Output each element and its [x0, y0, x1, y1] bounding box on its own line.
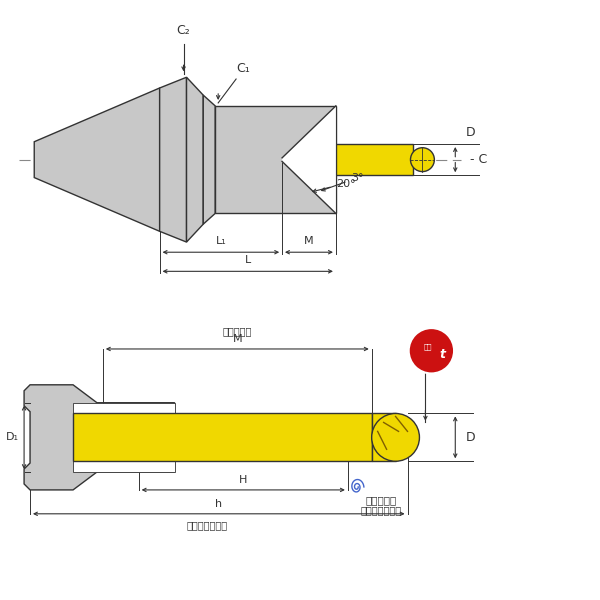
Text: C₁: C₁ [236, 62, 250, 75]
Polygon shape [24, 385, 407, 490]
Polygon shape [336, 144, 413, 175]
Polygon shape [73, 403, 175, 472]
Text: L: L [245, 256, 251, 265]
Circle shape [410, 148, 434, 172]
Text: C₂: C₂ [176, 23, 190, 37]
Polygon shape [187, 77, 203, 242]
Polygon shape [371, 413, 395, 461]
Text: D: D [466, 127, 475, 139]
Text: 加工有効長: 加工有効長 [223, 326, 252, 336]
Circle shape [409, 328, 454, 373]
Text: （最低把持長）: （最低把持長） [360, 505, 401, 515]
Text: - C: - C [470, 153, 487, 166]
Text: つかみ長さ: つかみ長さ [365, 494, 396, 505]
Polygon shape [215, 106, 336, 214]
Text: H: H [239, 475, 247, 485]
Polygon shape [34, 88, 160, 232]
Polygon shape [73, 413, 371, 461]
Polygon shape [203, 95, 215, 224]
Polygon shape [282, 106, 336, 214]
Text: 20°: 20° [336, 179, 355, 188]
Text: L₁: L₁ [215, 236, 226, 246]
Text: h: h [215, 499, 223, 509]
Text: 3°: 3° [351, 173, 363, 184]
Text: M: M [304, 236, 314, 246]
Polygon shape [160, 77, 187, 242]
Circle shape [371, 413, 419, 461]
Text: t: t [439, 349, 445, 361]
Text: 肉厚: 肉厚 [424, 344, 432, 350]
Polygon shape [318, 425, 407, 449]
Text: D: D [466, 431, 476, 444]
Text: 工具最大挿入長: 工具最大挿入長 [186, 520, 227, 530]
Text: D₁: D₁ [7, 433, 19, 442]
Text: M: M [232, 334, 242, 344]
